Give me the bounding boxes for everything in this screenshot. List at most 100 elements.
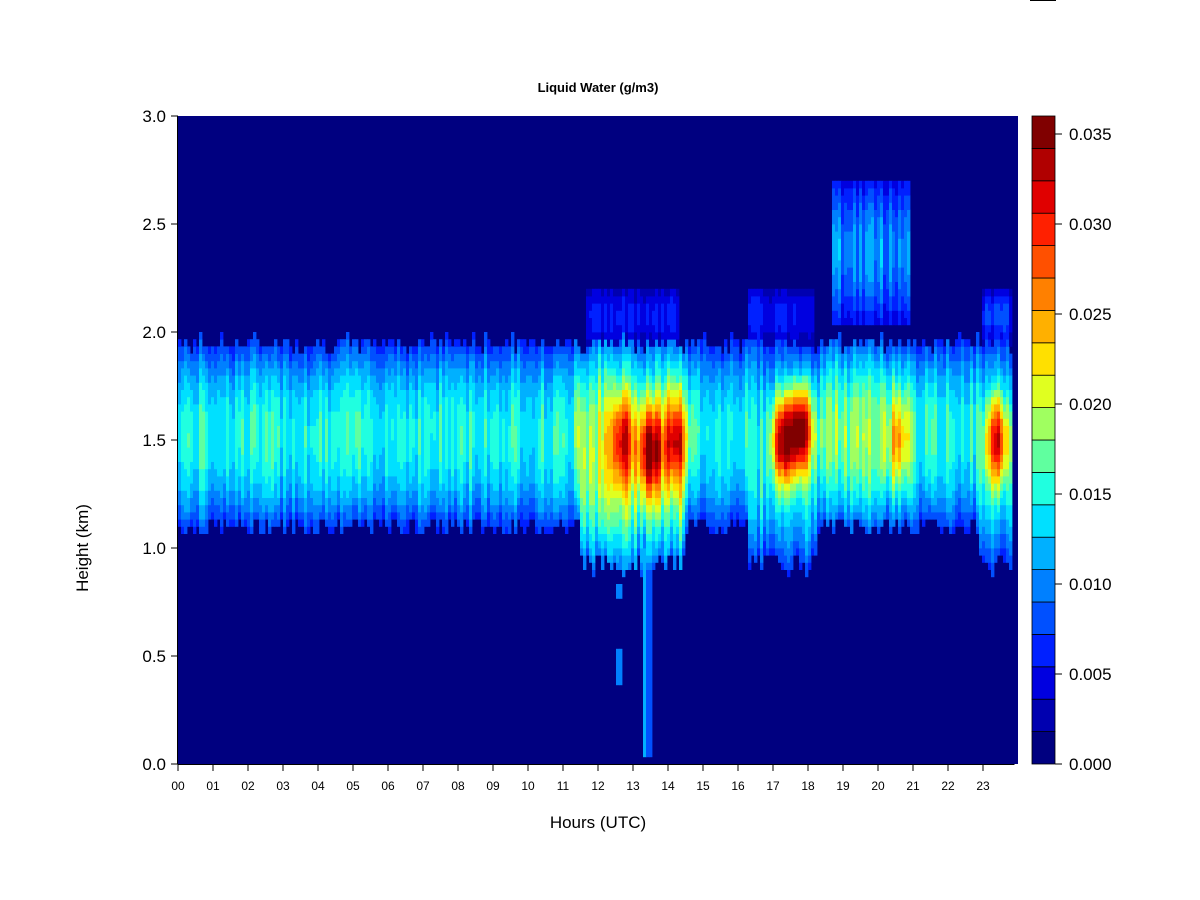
heatmap-cell [457, 353, 461, 369]
heatmap-cell [802, 504, 806, 520]
heatmap-cell [304, 353, 308, 369]
heatmap-cell [661, 404, 665, 419]
heatmap-cell [799, 454, 803, 462]
heatmap-cell [685, 512, 689, 527]
heatmap-cell [1006, 346, 1010, 362]
heatmap-cell [583, 353, 587, 362]
heatmap-cell [967, 490, 971, 513]
heatmap-cell [340, 497, 344, 513]
heatmap-cell [592, 540, 596, 556]
heatmap-cell [199, 404, 203, 470]
heatmap-cell [499, 483, 503, 506]
colorbar-swatch [1031, 407, 1056, 441]
heatmap-cell [847, 476, 851, 491]
heatmap-cell [514, 512, 518, 527]
heatmap-cell [628, 490, 632, 506]
heatmap-cell [814, 432, 818, 441]
heatmap-cell [1000, 375, 1004, 390]
heatmap-cell [478, 512, 482, 520]
heatmap-cell [499, 382, 503, 412]
heatmap-cell [319, 353, 323, 362]
heatmap-cell [553, 512, 557, 520]
heatmap-cell [643, 303, 647, 333]
heatmap-cell [727, 504, 731, 513]
heatmap-cell [430, 339, 434, 354]
heatmap-cell [964, 360, 968, 383]
heatmap-cell [862, 490, 866, 498]
heatmap-cell [598, 512, 602, 527]
heatmap-cell [898, 476, 902, 484]
heatmap-cell [490, 353, 494, 362]
heatmap-cell [574, 375, 578, 390]
heatmap-cell [616, 648, 620, 686]
heatmap-cell [724, 504, 728, 520]
heatmap-cell [736, 396, 740, 470]
heatmap-cell [484, 368, 488, 390]
heatmap-cell [319, 411, 323, 462]
heatmap-cell [652, 389, 656, 398]
heatmap-cell [625, 360, 629, 376]
heatmap-cell [301, 353, 305, 369]
heatmap-cell [778, 548, 782, 563]
heatmap-cell [880, 382, 884, 398]
heatmap-cell [625, 396, 629, 405]
heatmap-cell [892, 353, 896, 362]
heatmap-cell [871, 504, 875, 513]
heatmap-cell [1000, 418, 1004, 434]
heatmap-cell [796, 368, 800, 376]
heatmap-cell [1003, 490, 1007, 506]
heatmap-cell [403, 504, 407, 520]
heatmap-cell [913, 339, 917, 354]
heatmap-cell [1006, 425, 1010, 455]
heatmap-cell [907, 310, 911, 326]
heatmap-cell [934, 368, 938, 383]
heatmap-cell [997, 382, 1001, 390]
heatmap-cell [346, 504, 350, 520]
heatmap-cell [1000, 404, 1004, 412]
heatmap-cell [415, 389, 419, 419]
heatmap-cell [994, 425, 998, 434]
heatmap-cell [538, 512, 542, 520]
heatmap-cell [829, 396, 833, 462]
heatmap-cell [604, 526, 608, 534]
heatmap-cell [625, 418, 629, 426]
heatmap-cell [562, 447, 566, 477]
heatmap-cell [805, 411, 809, 419]
heatmap-cell [784, 526, 788, 542]
heatmap-cell [898, 512, 902, 520]
heatmap-cell [664, 526, 668, 542]
heatmap-cell [337, 382, 341, 412]
heatmap-cell [817, 382, 821, 398]
heatmap-cell [907, 504, 911, 513]
heatmap-cell [700, 454, 704, 484]
heatmap-cell [334, 461, 338, 491]
heatmap-cell [202, 360, 206, 376]
heatmap-cell [871, 360, 875, 376]
heatmap-cell [616, 353, 620, 362]
heatmap-cell [277, 504, 281, 520]
heatmap-cell [337, 512, 341, 520]
heatmap-cell [649, 332, 653, 347]
heatmap-cell [742, 360, 746, 376]
heatmap-cell [1000, 296, 1004, 311]
heatmap-cell [991, 368, 995, 376]
heatmap-cell [766, 497, 770, 520]
heatmap-cell [652, 512, 656, 520]
heatmap-cell [439, 490, 443, 506]
heatmap-cell [796, 396, 800, 405]
heatmap-cell [487, 353, 491, 369]
heatmap-cell [370, 504, 374, 520]
heatmap-cell [910, 360, 914, 376]
heatmap-cell [859, 483, 863, 498]
heatmap-cell [178, 339, 182, 347]
heatmap-cell [472, 382, 476, 412]
heatmap-cell [496, 504, 500, 513]
heatmap-cell [184, 360, 188, 376]
heatmap-cell [925, 368, 929, 383]
heatmap-cell [724, 519, 728, 534]
heatmap-cell [805, 540, 809, 556]
heatmap-cell [868, 375, 872, 390]
heatmap-cell [439, 382, 443, 405]
heatmap-cell [418, 418, 422, 455]
heatmap-cell [508, 375, 512, 390]
